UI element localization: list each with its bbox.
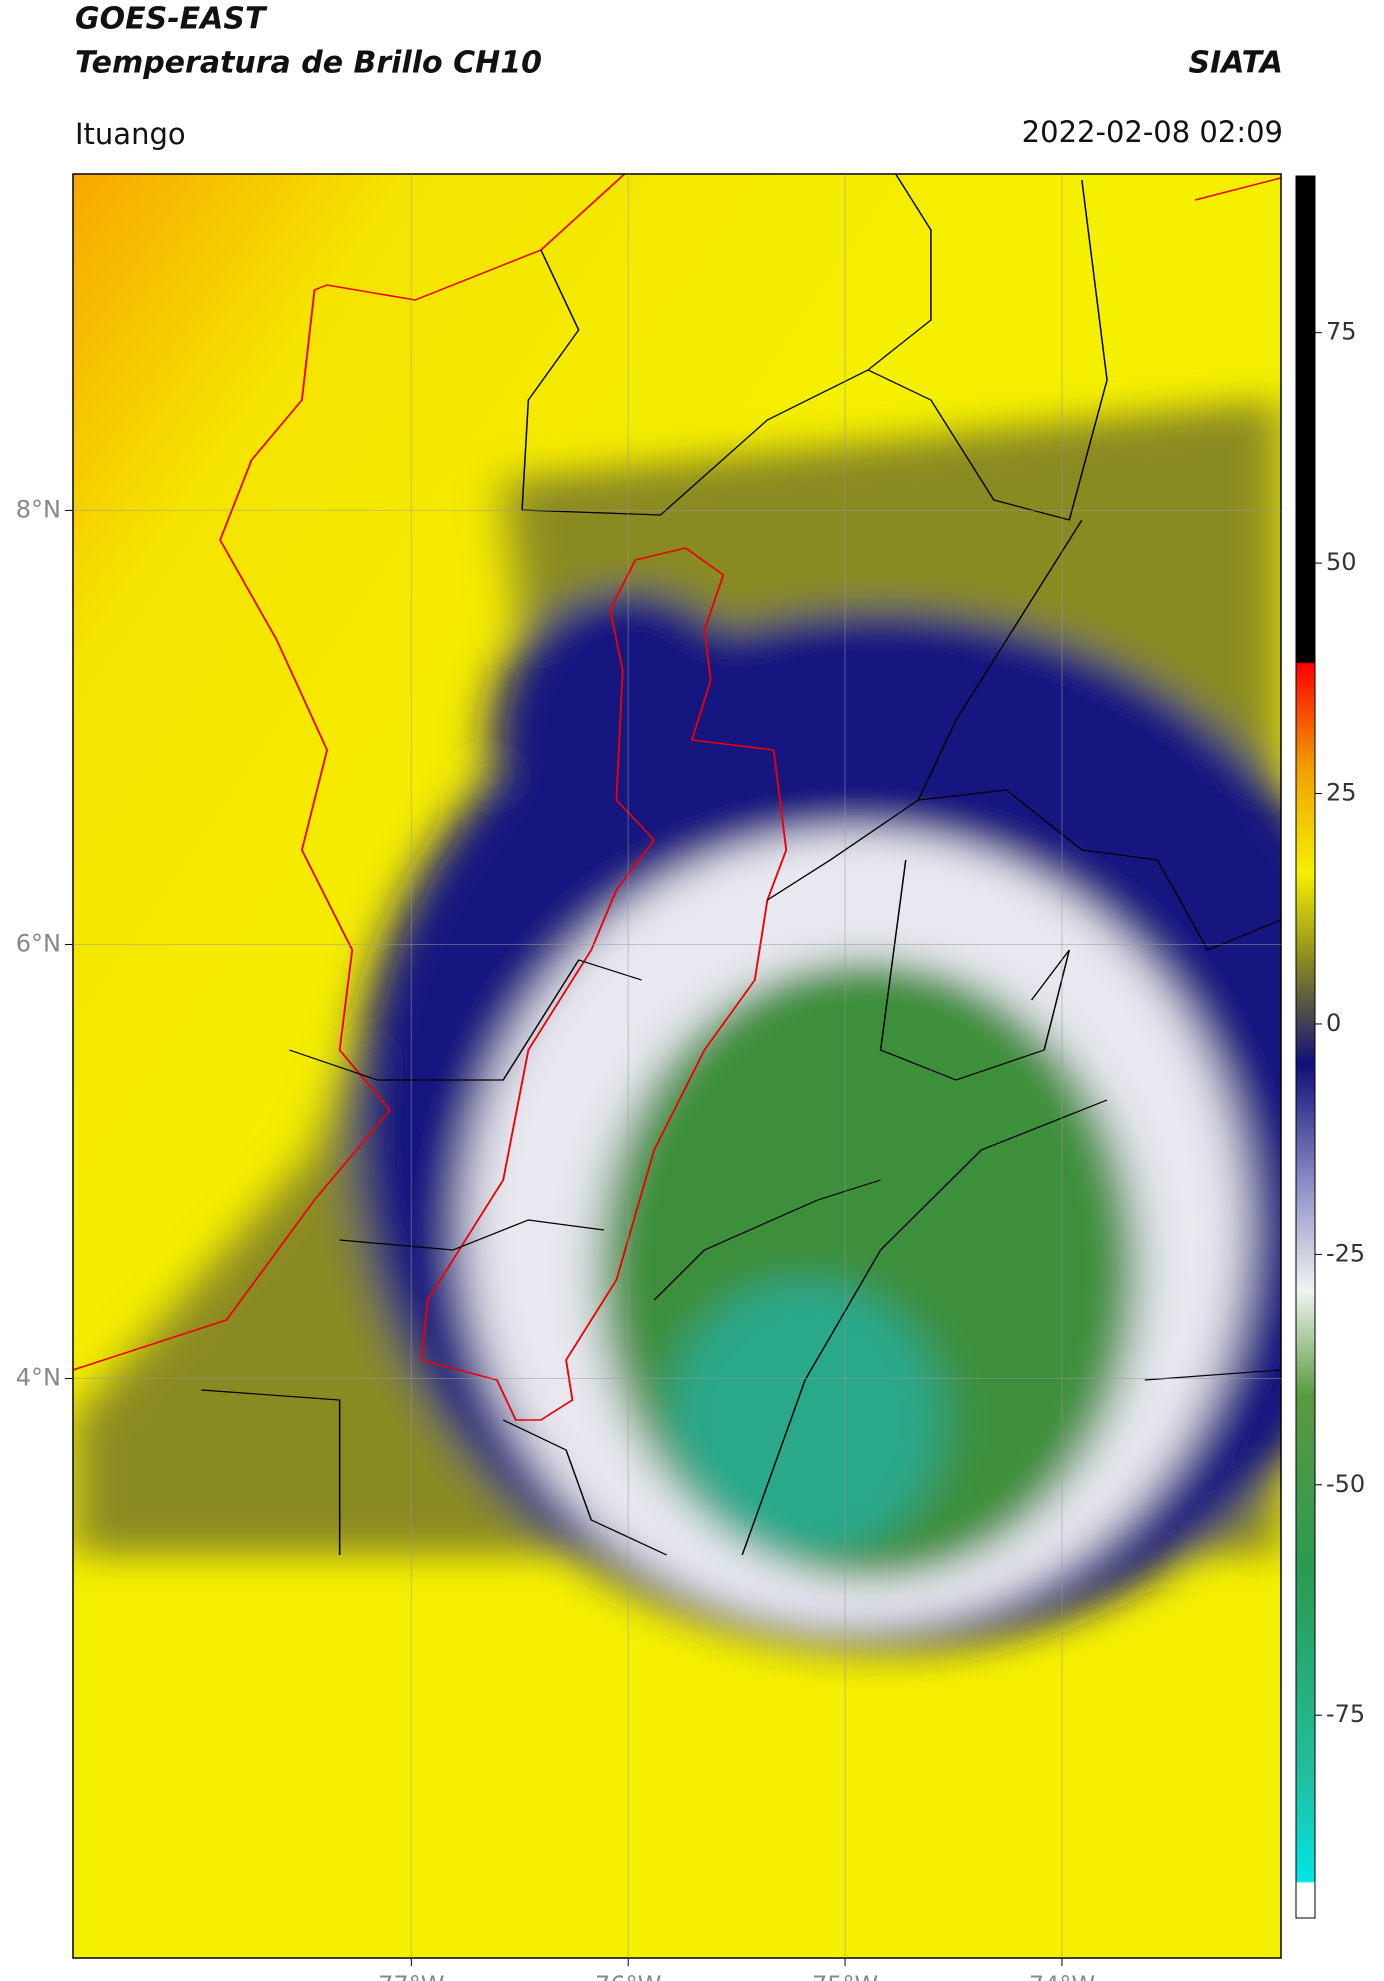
lon-label: 75°W (812, 1971, 878, 1981)
lat-label: 6°N (16, 929, 61, 957)
lat-label: 4°N (16, 1364, 61, 1392)
lon-label: 77°W (378, 1971, 444, 1981)
colorbar-label: 0 (1326, 1009, 1341, 1037)
colorbar-label: -25 (1326, 1239, 1365, 1267)
title: GOES-EAST (75, 2, 268, 37)
datetime: 2022-02-08 02:09 (1022, 115, 1283, 149)
source: SIATA (1189, 46, 1283, 81)
location: Ituango (75, 117, 186, 151)
colorbar (1295, 175, 1316, 1919)
map-image (73, 174, 1281, 1958)
colorbar-label: -50 (1326, 1470, 1365, 1498)
colorbar-label: 25 (1326, 779, 1357, 807)
colorbar-label: 50 (1326, 548, 1357, 576)
lon-label: 76°W (595, 1971, 661, 1981)
colorbar-label: -75 (1326, 1700, 1365, 1728)
lat-label: 8°N (16, 495, 61, 523)
subtitle: Temperatura de Brillo CH10 (75, 46, 542, 81)
lon-label: 74°W (1029, 1971, 1095, 1981)
colorbar-label: 75 (1326, 318, 1357, 346)
map-frame (72, 173, 1282, 1959)
